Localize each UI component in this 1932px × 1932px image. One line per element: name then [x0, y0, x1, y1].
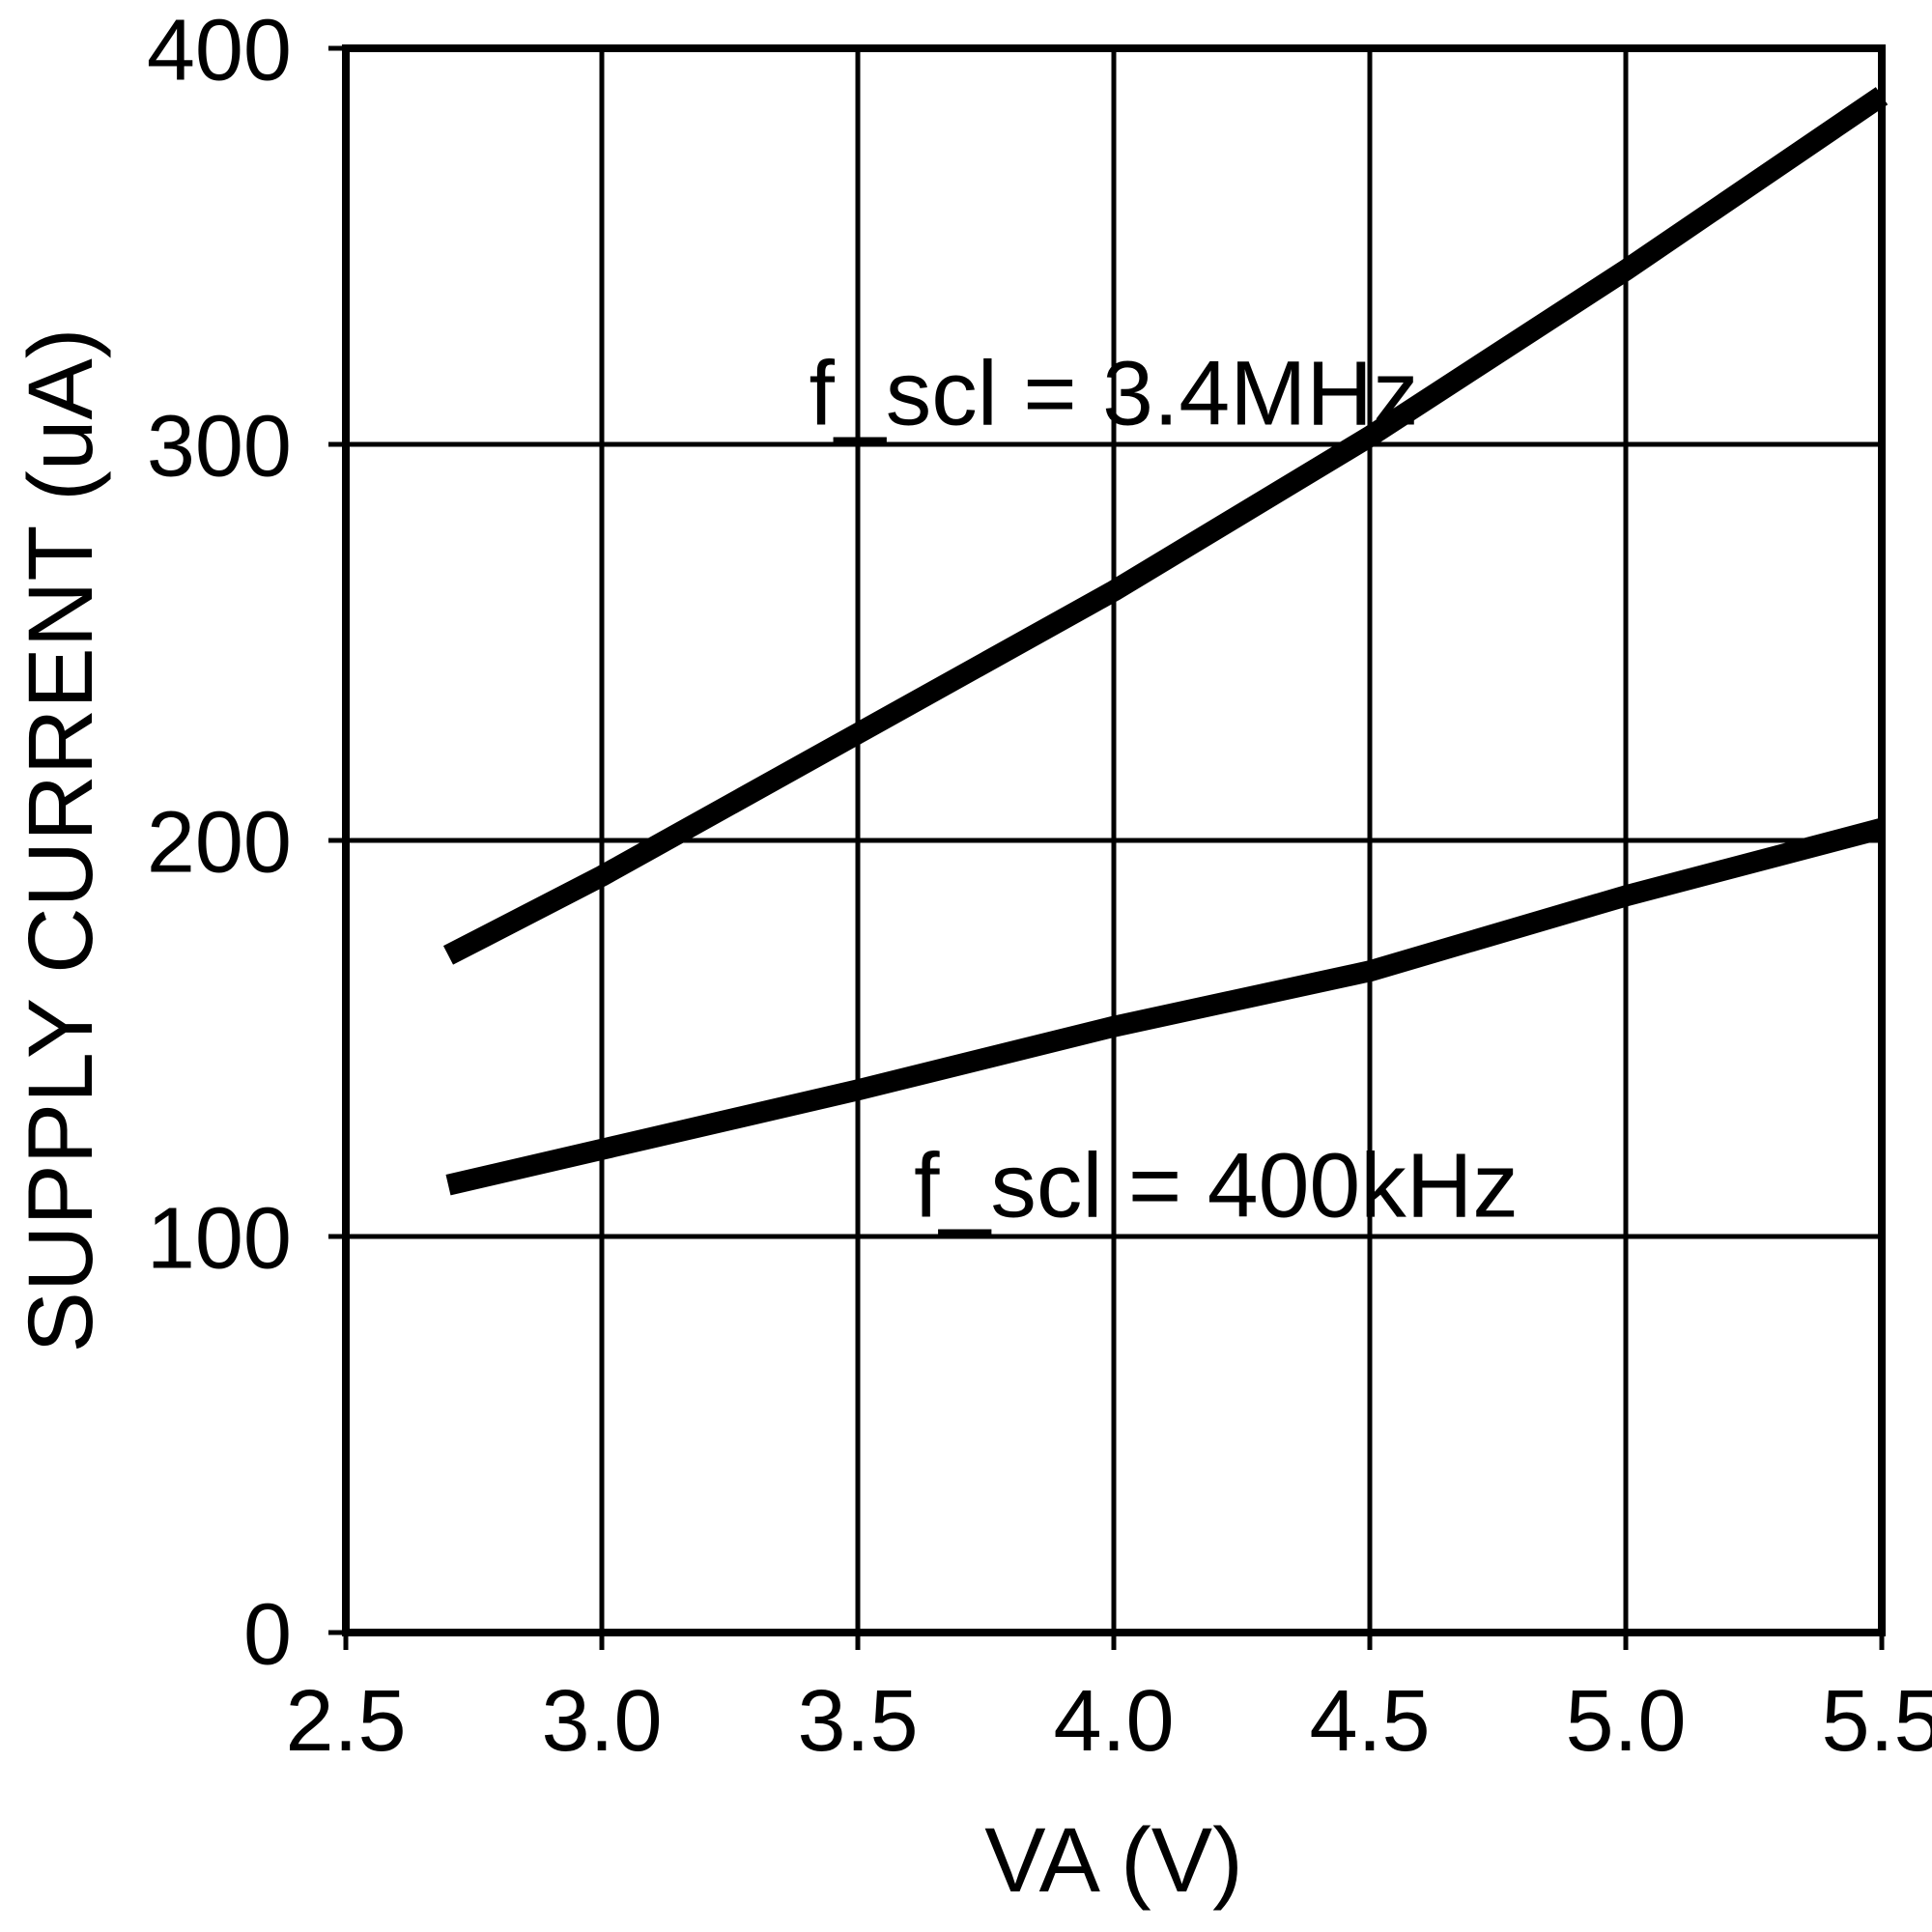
x-tick-label-4: 4.5	[1309, 1673, 1430, 1770]
series-label-1: f_scl = 400kHz	[914, 1135, 1519, 1237]
x-tick-label-2: 3.5	[797, 1673, 918, 1770]
series-line-0	[442, 87, 1889, 965]
x-tick-label-5: 5.0	[1565, 1673, 1686, 1770]
y-tick-label-0: 0	[243, 1586, 292, 1683]
plot-border	[342, 44, 1886, 1636]
y-axis-title: SUPPLY CURRENT (uA)	[10, 327, 112, 1352]
x-axis-title: VA (V)	[984, 1809, 1242, 1912]
series-line-1	[445, 818, 1885, 1196]
y-tick-label-1: 100	[147, 1190, 292, 1287]
x-tick-label-3: 4.0	[1053, 1673, 1174, 1770]
series-label-0: f_scl = 3.4MHz	[810, 343, 1419, 445]
x-tick-label-0: 2.5	[285, 1673, 406, 1770]
y-tick-label-2: 200	[147, 794, 292, 891]
x-tick-label-1: 3.0	[541, 1673, 662, 1770]
y-tick-label-4: 400	[147, 2, 292, 99]
y-tick-label-3: 300	[147, 398, 292, 495]
x-tick-label-6: 5.5	[1821, 1673, 1932, 1770]
